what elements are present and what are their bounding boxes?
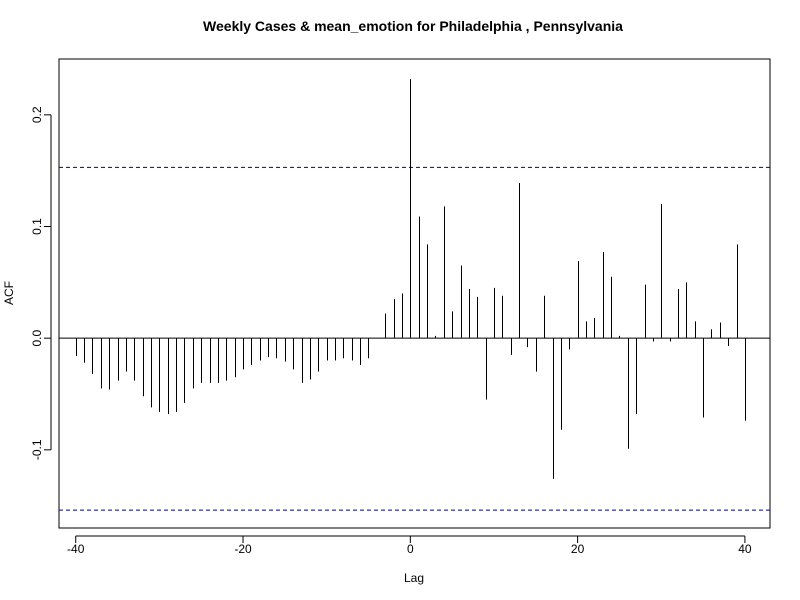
x-tick-label: -20 <box>234 542 252 556</box>
y-axis-label: ACF <box>2 281 16 305</box>
x-axis: -40 -20 0 20 40 <box>67 535 752 556</box>
y-tick-label: 0.1 <box>30 218 44 235</box>
y-tick-label: 0.2 <box>30 106 44 123</box>
x-tick-label: 40 <box>738 542 752 556</box>
x-tick-label: 0 <box>407 542 414 556</box>
y-axis: -0.1 0.0 0.1 0.2 <box>30 106 52 460</box>
plot-frame <box>58 58 771 529</box>
chart-title: Weekly Cases & mean_emotion for Philadel… <box>203 18 623 34</box>
x-tick-label: 20 <box>571 542 585 556</box>
acf-marks <box>59 79 770 511</box>
x-tick-label: -40 <box>67 542 85 556</box>
y-tick-label: 0.0 <box>30 330 44 347</box>
y-tick-label: -0.1 <box>30 439 44 460</box>
x-axis-label: Lag <box>404 571 424 585</box>
